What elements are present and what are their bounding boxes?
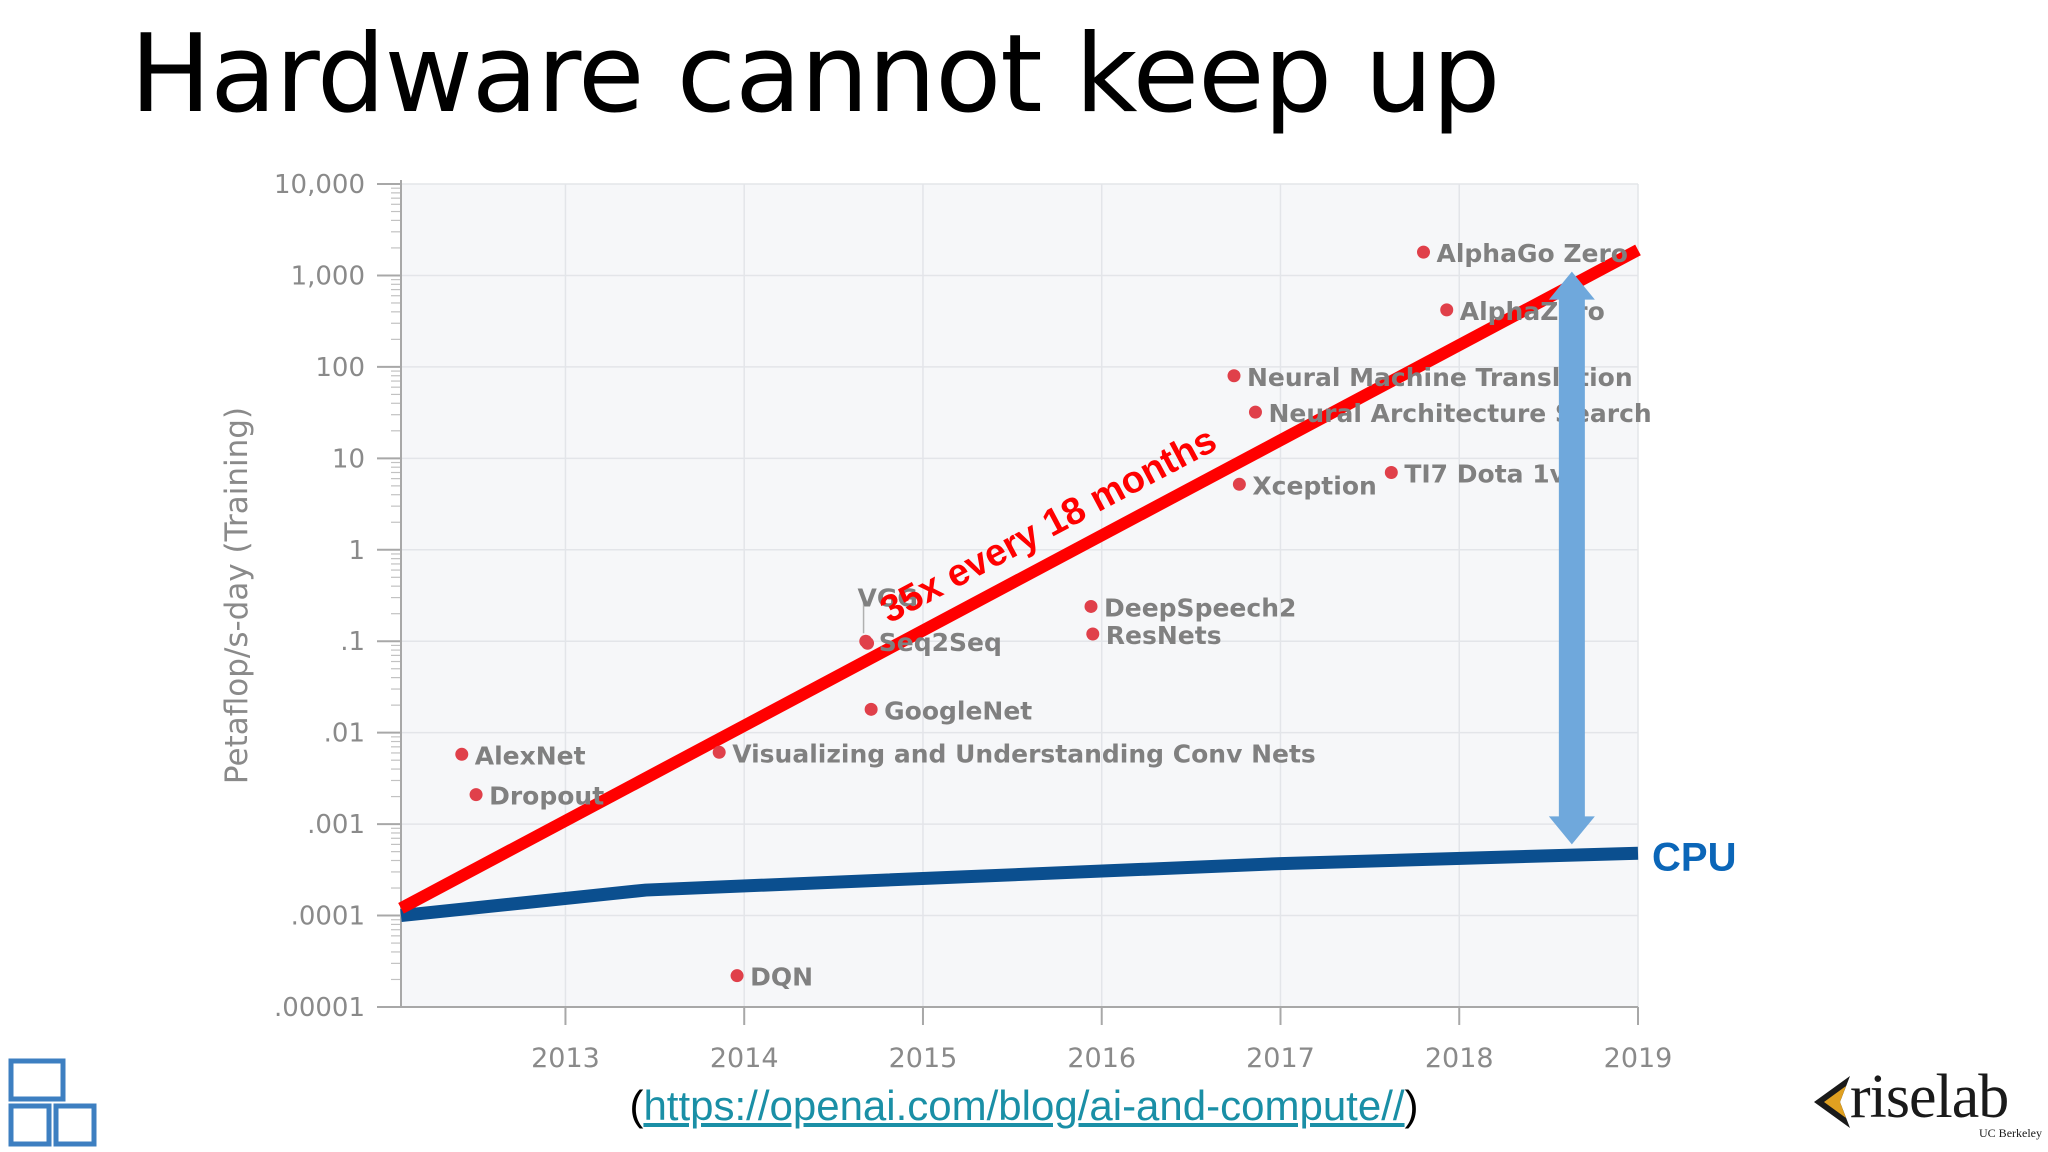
cpu-line <box>400 846 1639 923</box>
data-point <box>455 747 469 761</box>
point-label: AlexNet <box>475 741 586 770</box>
data-point <box>1086 627 1100 641</box>
x-tick-label: 2014 <box>710 1043 779 1074</box>
point-label: GoogleNet <box>884 696 1032 725</box>
riselab-arrow-icon <box>1814 1076 1850 1128</box>
squares-logo-icon <box>8 1058 97 1147</box>
x-tick-label: 2018 <box>1425 1043 1494 1074</box>
y-tick-label: .01 <box>324 719 365 749</box>
data-point <box>730 969 744 983</box>
x-tick-label: 2015 <box>889 1043 958 1074</box>
riselab-logo: riselab UC Berkeley <box>1808 1063 2044 1146</box>
point-label: Neural Architecture Search <box>1268 399 1651 428</box>
source-link: (https://openai.com/blog/ai-and-compute/… <box>0 1082 2048 1130</box>
point-label: Dropout <box>489 782 604 811</box>
point-label: AlphaGo Zero <box>1436 239 1627 268</box>
point-label: TI7 Dota 1v1 <box>1404 459 1583 488</box>
point-label: DeepSpeech2 <box>1104 593 1296 622</box>
data-point <box>1227 369 1241 383</box>
y-tick-label: .00001 <box>274 993 365 1023</box>
data-point <box>864 702 878 716</box>
data-point <box>1416 245 1430 259</box>
y-tick-label: 10,000 <box>274 170 365 200</box>
source-prefix: ( <box>629 1082 644 1129</box>
data-point <box>861 636 875 650</box>
data-point <box>1440 303 1454 317</box>
source-suffix: ) <box>1404 1082 1419 1129</box>
y-tick-label: 1 <box>348 536 365 566</box>
point-label: VGG <box>858 583 918 612</box>
cpu-line-label: CPU <box>1652 835 1736 879</box>
data-point <box>1084 599 1098 613</box>
point-label: Seq2Seq <box>879 628 1002 657</box>
trend-line <box>398 244 1641 914</box>
slide-title: Hardware cannot keep up <box>130 12 1500 137</box>
compute-trend-chart: .00001 .0001 .001 .01 .1 1 10 100 1,000 10,000 201… <box>219 170 1736 1074</box>
riselab-logo-subtext: UC Berkeley <box>1979 1126 2042 1140</box>
y-axis-title: Petaflop/s-day (Training) <box>219 407 255 784</box>
x-tick-label: 2017 <box>1246 1043 1315 1074</box>
gap-arrow <box>1548 271 1595 845</box>
riselab-logo-text: riselab <box>1850 1063 2009 1131</box>
source-url[interactable]: https://openai.com/blog/ai-and-compute// <box>643 1082 1405 1129</box>
point-label: Visualizing and Understanding Conv Nets <box>732 739 1316 768</box>
data-point <box>712 745 726 759</box>
y-tick-label: 1,000 <box>291 261 365 291</box>
y-tick-label: 10 <box>332 444 365 474</box>
x-tick-label: 2019 <box>1604 1043 1673 1074</box>
y-tick-label: .0001 <box>291 902 365 932</box>
point-label: Xception <box>1252 471 1376 500</box>
axes <box>377 180 1639 1025</box>
tick-labels: .00001 .0001 .001 .01 .1 1 10 100 1,000 10,000 201… <box>219 170 1673 1074</box>
x-tick-label: 2016 <box>1067 1043 1136 1074</box>
data-point <box>1232 477 1246 491</box>
y-tick-label: 100 <box>315 353 365 383</box>
data-point <box>1248 405 1262 419</box>
data-point <box>469 788 483 802</box>
y-tick-label: .001 <box>307 810 365 840</box>
grid-lines <box>401 183 1639 1008</box>
y-tick-label: .1 <box>340 627 365 657</box>
trend-lines <box>398 244 1641 923</box>
point-label: DQN <box>750 963 813 992</box>
x-tick-label: 2013 <box>531 1043 600 1074</box>
data-point <box>1384 465 1398 479</box>
data-points: AlexNet Dropout DQN Visualizing and Underst… <box>455 239 1652 992</box>
point-label: ResNets <box>1106 621 1222 650</box>
